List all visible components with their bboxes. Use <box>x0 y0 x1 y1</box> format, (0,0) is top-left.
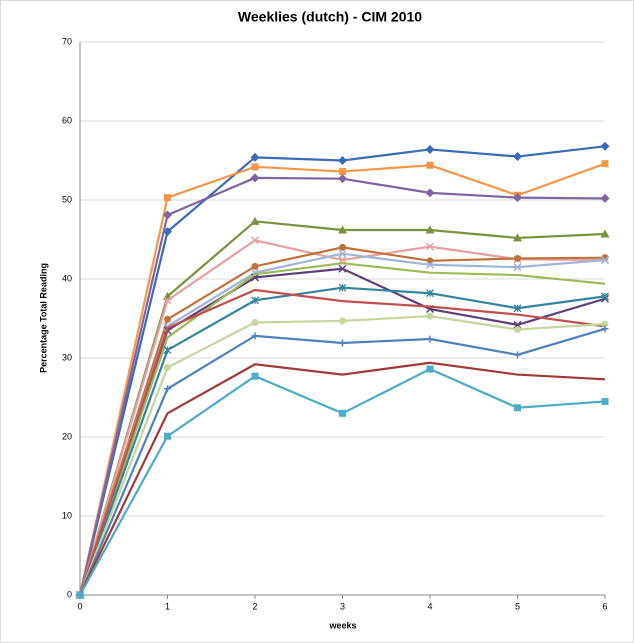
y-tick-label: 10 <box>62 510 72 520</box>
marker <box>601 160 609 168</box>
marker <box>339 409 346 417</box>
marker <box>601 325 609 333</box>
marker <box>426 161 434 169</box>
y-tick-label: 0 <box>67 589 72 599</box>
marker <box>76 591 84 599</box>
marker <box>513 263 522 272</box>
x-tick-label: 1 <box>165 601 170 611</box>
marker <box>251 372 259 380</box>
x-tick-label: 6 <box>602 601 607 611</box>
marker <box>514 326 521 334</box>
x-tick-label: 4 <box>427 601 432 611</box>
marker <box>338 174 347 184</box>
marker <box>250 236 260 245</box>
marker <box>251 163 259 171</box>
marker <box>250 173 260 183</box>
series-line <box>79 361 606 596</box>
x-axis-title: weeks <box>328 620 356 630</box>
marker <box>426 365 434 373</box>
marker <box>164 385 171 393</box>
marker <box>163 296 172 305</box>
marker <box>250 216 260 225</box>
marker <box>338 249 347 258</box>
marker <box>513 233 522 242</box>
y-tick-label: 70 <box>62 36 72 46</box>
series-line <box>78 262 606 596</box>
marker <box>164 363 171 371</box>
x-tick-label: 2 <box>252 601 257 611</box>
marker <box>338 225 347 234</box>
marker <box>163 210 172 220</box>
marker <box>600 193 610 203</box>
marker <box>338 264 347 273</box>
marker <box>251 262 259 270</box>
marker <box>164 432 171 440</box>
series-line <box>78 288 606 596</box>
marker <box>338 156 347 165</box>
marker <box>164 315 171 323</box>
marker <box>339 243 346 251</box>
marker <box>250 152 260 162</box>
marker <box>600 256 610 265</box>
marker <box>513 193 522 203</box>
y-tick-label: 50 <box>62 194 72 204</box>
marker <box>251 318 259 326</box>
marker <box>601 320 609 328</box>
marker <box>425 188 435 198</box>
marker <box>601 292 609 301</box>
y-axis-title: Percentage Total Reading <box>38 263 48 373</box>
marker <box>514 254 521 262</box>
marker <box>425 242 435 251</box>
marker <box>514 351 521 359</box>
y-tick-label: 60 <box>62 115 72 125</box>
marker <box>513 152 522 162</box>
x-tick-label: 0 <box>77 601 82 611</box>
marker <box>338 283 347 292</box>
y-tick-label: 40 <box>62 273 72 283</box>
x-tick-label: 3 <box>340 601 345 611</box>
marker <box>251 332 259 340</box>
marker <box>425 144 435 154</box>
marker <box>513 304 522 313</box>
marker <box>426 312 434 320</box>
marker <box>425 260 435 269</box>
marker <box>339 168 346 176</box>
marker <box>514 404 521 412</box>
marker <box>339 317 346 325</box>
y-tick-label: 20 <box>62 431 72 441</box>
marker <box>425 225 435 234</box>
marker <box>251 296 259 305</box>
chart-title: Weeklies (dutch) - CIM 2010 <box>238 9 422 25</box>
marker <box>601 397 609 405</box>
marker <box>600 141 610 151</box>
y-tick-label: 30 <box>62 352 72 362</box>
x-tick-label: 5 <box>515 601 520 611</box>
marker <box>164 194 171 202</box>
marker <box>339 339 346 347</box>
marker <box>600 229 610 238</box>
marker <box>426 335 434 343</box>
marker <box>163 346 172 355</box>
marker <box>426 289 434 298</box>
